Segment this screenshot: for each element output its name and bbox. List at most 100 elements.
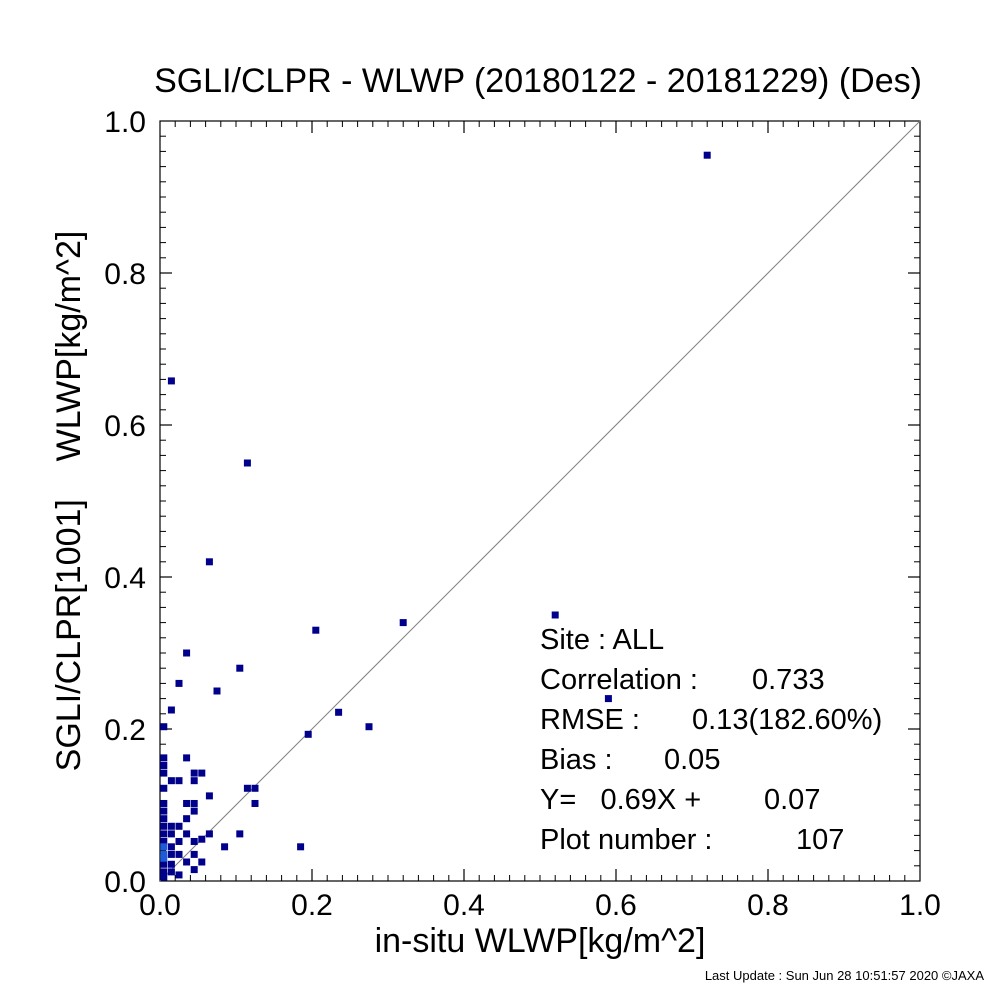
stat-regression-label: Y= 0.69X + <box>540 784 701 816</box>
data-point <box>167 377 175 385</box>
data-point <box>175 679 183 687</box>
data-point <box>175 850 183 858</box>
data-point <box>703 151 711 159</box>
data-point <box>251 784 259 792</box>
data-point <box>160 822 168 830</box>
major-ticks <box>160 121 920 881</box>
data-point <box>205 830 213 838</box>
data-point <box>190 850 198 858</box>
stat-bias-value: 0.05 <box>664 744 720 776</box>
x-axis-label: in-situ WLWP[kg/m^2] <box>375 922 706 960</box>
data-point <box>183 649 191 657</box>
data-point <box>167 843 175 851</box>
stat-rmse-label: RMSE : <box>540 704 640 736</box>
stat-plot-number-label: Plot number : <box>540 824 712 856</box>
data-point <box>160 799 168 807</box>
data-point-dense <box>160 843 168 851</box>
stat-regression-value: 0.07 <box>764 784 820 816</box>
data-point <box>183 754 191 762</box>
data-point <box>175 837 183 845</box>
data-point <box>167 868 175 876</box>
y-tick-label: 0.4 <box>104 562 146 595</box>
data-point <box>167 860 175 868</box>
data-point <box>243 459 251 467</box>
data-point <box>304 730 312 738</box>
data-point <box>551 611 559 619</box>
data-point <box>190 866 198 874</box>
data-point <box>183 815 191 823</box>
y-tick-label: 0.8 <box>104 258 146 291</box>
y-tick-label: 0.2 <box>104 714 146 747</box>
data-point <box>190 837 198 845</box>
data-point <box>604 695 612 703</box>
data-point <box>183 858 191 866</box>
data-point <box>365 723 373 731</box>
data-point <box>399 619 407 627</box>
data-point <box>160 807 168 815</box>
stat-rmse-value: 0.13(182.60%) <box>692 704 882 736</box>
data-points <box>160 151 711 881</box>
y-tick-labels: 0.0 0.2 0.4 0.6 0.8 1.0 <box>104 106 146 899</box>
one-to-one-line <box>159 120 921 882</box>
stat-correlation-value: 0.733 <box>752 664 825 696</box>
data-point <box>160 873 168 881</box>
data-point <box>205 558 213 566</box>
data-point <box>167 706 175 714</box>
stat-plot-number-value: 107 <box>796 824 844 856</box>
data-point <box>190 807 198 815</box>
data-point <box>251 799 259 807</box>
data-point <box>160 837 168 845</box>
data-point <box>175 822 183 830</box>
data-point <box>160 754 168 762</box>
data-point <box>167 822 175 830</box>
data-point <box>160 815 168 823</box>
data-point <box>236 664 244 672</box>
data-point <box>160 723 168 731</box>
x-tick-label: 0.0 <box>139 889 181 922</box>
x-tick-label: 0.2 <box>291 889 333 922</box>
data-point <box>167 830 175 838</box>
data-point <box>167 777 175 785</box>
x-tick-label: 0.4 <box>443 889 485 922</box>
stat-correlation-label: Correlation : <box>540 664 698 696</box>
data-point <box>205 792 213 800</box>
data-point <box>190 799 198 807</box>
data-point <box>175 871 183 879</box>
data-point-dense <box>160 850 168 858</box>
x-tick-label: 0.6 <box>595 889 637 922</box>
y-axis-label: SGLI/CLPR[1001] WLWP[kg/m^2] <box>50 231 88 772</box>
stat-site: Site : ALL <box>540 624 664 656</box>
y-tick-label: 0.0 <box>104 866 146 899</box>
data-point <box>190 777 198 785</box>
y-tick-label: 1.0 <box>104 106 146 139</box>
data-point <box>312 626 320 634</box>
data-point <box>160 784 168 792</box>
data-point <box>160 830 168 838</box>
chart-title: SGLI/CLPR - WLWP (20180122 - 20181229) (… <box>154 62 922 100</box>
stats-box: Site : ALL Correlation : 0.733 RMSE : 0.… <box>540 624 882 856</box>
data-point <box>160 868 168 876</box>
data-point <box>167 850 175 858</box>
data-point <box>243 784 251 792</box>
data-point <box>160 860 168 868</box>
x-tick-label: 1.0 <box>899 889 941 922</box>
data-point <box>183 830 191 838</box>
last-update-footer: Last Update : Sun Jun 28 10:51:57 2020 ©… <box>704 968 984 983</box>
stat-bias-label: Bias : <box>540 744 613 776</box>
data-point <box>213 687 221 695</box>
data-point <box>160 769 168 777</box>
data-point <box>335 708 343 716</box>
x-tick-label: 0.8 <box>747 889 789 922</box>
data-point <box>198 769 206 777</box>
data-point <box>198 835 206 843</box>
data-point <box>175 777 183 785</box>
data-point <box>160 761 168 769</box>
data-point <box>183 799 191 807</box>
data-point-dense <box>160 854 168 862</box>
data-point <box>236 830 244 838</box>
data-point <box>190 769 198 777</box>
x-tick-labels: 0.0 0.2 0.4 0.6 0.8 1.0 <box>139 889 941 922</box>
data-point <box>198 858 206 866</box>
y-tick-label: 0.6 <box>104 410 146 443</box>
